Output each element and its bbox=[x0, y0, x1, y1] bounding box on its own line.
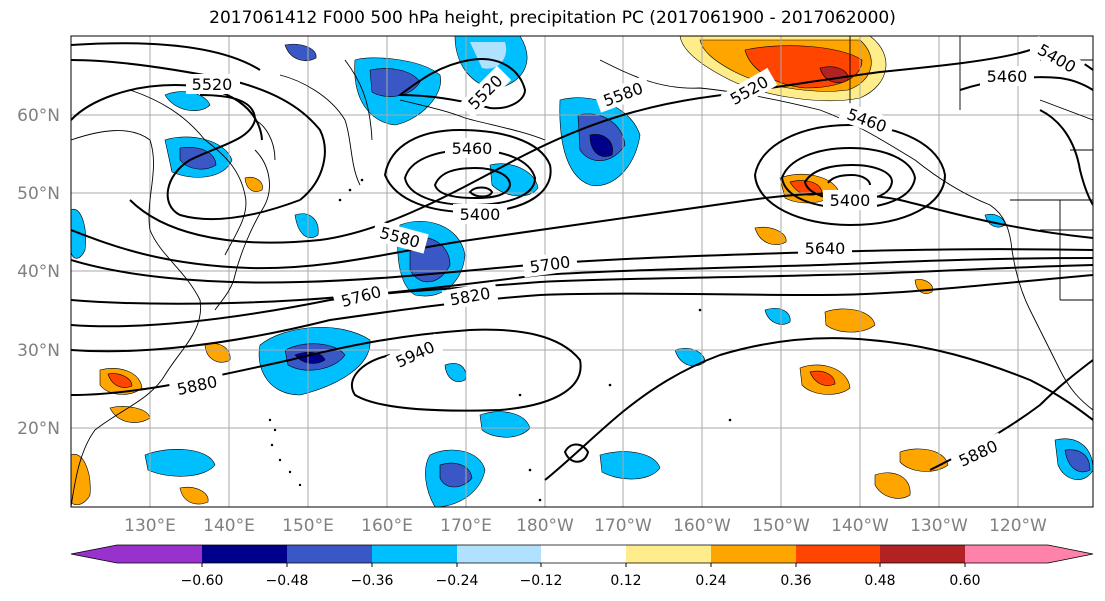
colorbar: −0.60 −0.48 −0.36 −0.24 −0.12 0.12 0.24 … bbox=[70, 544, 1094, 589]
colorbar-tick-label: 0.60 bbox=[949, 573, 980, 589]
colorbar-segment-1 bbox=[117, 545, 202, 563]
lon-label-150w: 150°W bbox=[752, 516, 810, 536]
colorbar-segment-5 bbox=[457, 545, 541, 563]
map-title: 2017061412 F000 500 hPa height, precipit… bbox=[209, 8, 896, 28]
colorbar-segment-4 bbox=[372, 545, 457, 563]
colorbar-segment-6 bbox=[541, 545, 626, 563]
colorbar-tick-label: −0.48 bbox=[266, 573, 309, 589]
lat-label-20n: 20°N bbox=[17, 419, 60, 439]
graticule bbox=[71, 36, 1093, 507]
colorbar-extend-low bbox=[71, 545, 117, 563]
lon-label-130w: 130°W bbox=[910, 516, 968, 536]
lon-label-150e: 150°E bbox=[282, 516, 334, 536]
contour-label-5400-east: 5400 bbox=[830, 191, 871, 210]
lon-label-180w: 180°W bbox=[516, 516, 574, 536]
map-panel bbox=[70, 35, 1094, 508]
colorbar-tick-label: −0.60 bbox=[181, 573, 224, 589]
longitude-labels: 130°E 140°E 150°E 160°E 170°E 180°W 170°… bbox=[124, 516, 1047, 536]
colorbar-segment-10 bbox=[880, 545, 965, 563]
contour-label-5520-west: 5520 bbox=[192, 75, 233, 94]
lat-label-40n: 40°N bbox=[17, 262, 60, 282]
islands bbox=[268, 178, 732, 502]
colorbar-tick-label: −0.12 bbox=[520, 573, 563, 589]
colorbar-tick-label: 0.36 bbox=[780, 573, 811, 589]
lon-label-170w: 170°W bbox=[594, 516, 652, 536]
lon-label-140e: 140°E bbox=[203, 516, 255, 536]
colorbar-tick-label: 0.48 bbox=[864, 573, 895, 589]
precip-positive-shading bbox=[71, 36, 949, 505]
colorbar-segment-2 bbox=[202, 545, 287, 563]
colorbar-segment-11 bbox=[965, 545, 1048, 563]
contour-label-5460-ne: 5460 bbox=[987, 67, 1028, 86]
latitude-labels: 60°N 50°N 40°N 30°N 20°N bbox=[17, 106, 60, 439]
colorbar-segment-9 bbox=[796, 545, 880, 563]
height-contours bbox=[71, 42, 1093, 481]
lat-label-50n: 50°N bbox=[17, 184, 60, 204]
colorbar-tick-label: −0.24 bbox=[436, 573, 479, 589]
colorbar-outline bbox=[70, 544, 1094, 564]
colorbar-tick-label: 0.12 bbox=[610, 573, 641, 589]
colorbar-segment-8 bbox=[711, 545, 796, 563]
precip-negative-shading bbox=[71, 36, 1093, 507]
colorbar-tick-label: 0.24 bbox=[695, 573, 726, 589]
lat-label-60n: 60°N bbox=[17, 106, 60, 126]
lon-label-170e: 170°E bbox=[440, 516, 492, 536]
lon-label-140w: 140°W bbox=[831, 516, 889, 536]
lon-label-160e: 160°E bbox=[361, 516, 413, 536]
lon-label-130e: 130°E bbox=[124, 516, 176, 536]
colorbar-segment-7 bbox=[626, 545, 711, 563]
lat-label-30n: 30°N bbox=[17, 341, 60, 361]
contour-label-5400-west: 5400 bbox=[460, 205, 501, 224]
contour-labels: 5520 5520 5580 5520 5460 5400 5460 5400 … bbox=[168, 35, 1086, 474]
contour-label-5640: 5640 bbox=[805, 239, 846, 258]
lon-label-160w: 160°W bbox=[673, 516, 731, 536]
contour-label-5460-west: 5460 bbox=[452, 139, 493, 158]
colorbar-segment-3 bbox=[287, 545, 372, 563]
colorbar-extend-high bbox=[1048, 545, 1093, 563]
colorbar-tick-label: −0.36 bbox=[351, 573, 394, 589]
lon-label-120w: 120°W bbox=[989, 516, 1047, 536]
